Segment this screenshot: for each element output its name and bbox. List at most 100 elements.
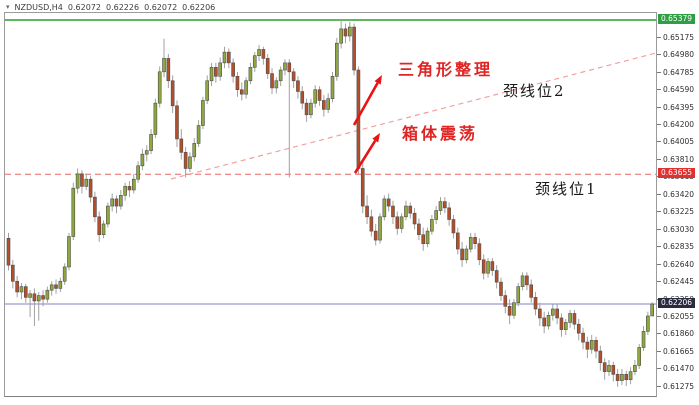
candle-bullish xyxy=(628,371,633,381)
candle-bullish xyxy=(486,261,490,274)
candle-bearish xyxy=(611,365,616,375)
candle-bullish xyxy=(563,322,568,330)
candle-bearish xyxy=(183,152,188,169)
axis-tickmark xyxy=(657,246,661,248)
candle-bearish xyxy=(127,186,132,191)
candle-bullish xyxy=(62,266,67,282)
collapse-triangle-icon[interactable]: ▾ xyxy=(6,3,10,11)
axis-tick-label: 0.62055 xyxy=(663,311,695,321)
candle-bullish xyxy=(201,100,205,126)
candle-bullish xyxy=(438,201,443,211)
axis-price-badge: 0.62206 xyxy=(658,297,696,308)
candle-bearish xyxy=(412,212,417,225)
symbol-timeframe-label: NZDUSD,H4 xyxy=(14,2,63,12)
candle-bearish xyxy=(460,248,464,261)
candle-bearish xyxy=(214,67,218,77)
axis-tick-label: 0.63225 xyxy=(663,207,695,217)
axis-tick-label: 0.64590 xyxy=(663,85,695,95)
annotation-arrowhead xyxy=(374,75,382,85)
candle-bearish xyxy=(386,198,391,207)
candle-bullish xyxy=(468,237,473,250)
axis-tickmark xyxy=(657,315,661,317)
axis-tick-label: 0.64785 xyxy=(663,67,695,77)
candle-bullish xyxy=(157,71,162,104)
axis-tickmark xyxy=(657,193,661,195)
chart-panel[interactable] xyxy=(4,12,657,397)
candle-bearish xyxy=(581,332,585,343)
candle-bullish xyxy=(278,69,283,82)
candle-bearish xyxy=(270,73,274,89)
candle-bearish xyxy=(408,205,413,214)
candle-bearish xyxy=(300,91,305,104)
axis-tickmark xyxy=(657,106,661,108)
candle-bullish xyxy=(71,187,76,237)
candle-bullish xyxy=(101,223,106,236)
candle-bullish xyxy=(58,280,63,289)
candle-bearish xyxy=(507,306,512,316)
axis-tick-label: 0.61665 xyxy=(663,346,695,356)
candle-bullish xyxy=(106,205,110,225)
axis-price-badge: 0.63655 xyxy=(658,168,696,179)
candle-bearish xyxy=(494,270,499,283)
candle-bearish xyxy=(395,216,400,229)
candle-bullish xyxy=(144,150,149,155)
quote-open: 0.62072 xyxy=(67,2,101,12)
candle-bearish xyxy=(6,237,11,266)
candle-bullish xyxy=(434,210,438,220)
candlestick-canvas[interactable] xyxy=(5,13,656,396)
candle-bullish xyxy=(546,314,551,327)
annotation-neckline-2: 颈线位2 xyxy=(503,82,566,100)
candle-bullish xyxy=(257,49,261,57)
candle-bullish xyxy=(326,98,330,110)
candle-bullish xyxy=(192,143,197,158)
candle-bearish xyxy=(503,295,508,307)
candle-bullish xyxy=(568,313,572,323)
axis-tick-label: 0.61275 xyxy=(663,381,695,391)
axis-tick-label: 0.63810 xyxy=(663,154,695,164)
axis-tickmark xyxy=(657,228,661,230)
axis-tickmark xyxy=(657,124,661,126)
candle-bearish xyxy=(499,281,503,296)
candle-bullish xyxy=(149,134,153,151)
candle-bullish xyxy=(430,219,434,232)
axis-tickmark xyxy=(657,89,661,91)
candle-bearish xyxy=(304,102,309,116)
candle-bullish xyxy=(110,198,114,207)
candle-bullish xyxy=(222,51,227,64)
candle-bullish xyxy=(551,308,555,316)
candle-bearish xyxy=(175,105,179,140)
candle-bearish xyxy=(624,374,629,381)
candle-bearish xyxy=(11,264,15,282)
price-axis[interactable]: 0.65175 0.64980 0.64785 0.64590 0.64395 0.642… xyxy=(657,0,699,405)
candle-bullish xyxy=(335,42,339,77)
candle-bearish xyxy=(447,207,451,220)
axis-tickmark xyxy=(657,141,661,143)
candle-bullish xyxy=(347,26,352,37)
chart-titlebar: ▾ NZDUSD,H4 0.62072 0.62226 0.62072 0.62… xyxy=(6,2,215,12)
axis-tickmark xyxy=(657,54,661,56)
candle-bearish xyxy=(235,75,240,91)
axis-tickmark xyxy=(657,158,661,160)
axis-tick-label: 0.63030 xyxy=(663,224,695,234)
candle-bullish xyxy=(123,186,127,196)
candle-bearish xyxy=(166,58,171,82)
axis-tick-label: 0.63420 xyxy=(663,189,695,199)
candle-bullish xyxy=(309,102,313,116)
candle-bearish xyxy=(265,58,270,74)
candle-bearish xyxy=(542,317,546,327)
candle-bearish xyxy=(391,205,395,218)
annotation-neckline-1: 颈线位1 xyxy=(535,180,598,198)
candle-bearish xyxy=(360,168,365,207)
candle-bearish xyxy=(97,216,102,236)
candle-bearish xyxy=(32,293,37,302)
candle-bullish xyxy=(67,236,71,268)
candle-bullish xyxy=(28,293,32,298)
axis-tickmark xyxy=(657,211,661,213)
candle-bullish xyxy=(339,28,343,44)
neckline-2[interactable] xyxy=(170,52,656,180)
candle-bullish xyxy=(188,156,192,169)
candle-bearish xyxy=(585,341,590,350)
candle-bullish xyxy=(205,80,210,101)
candle-bearish xyxy=(261,49,266,59)
candle-bearish xyxy=(287,62,292,73)
